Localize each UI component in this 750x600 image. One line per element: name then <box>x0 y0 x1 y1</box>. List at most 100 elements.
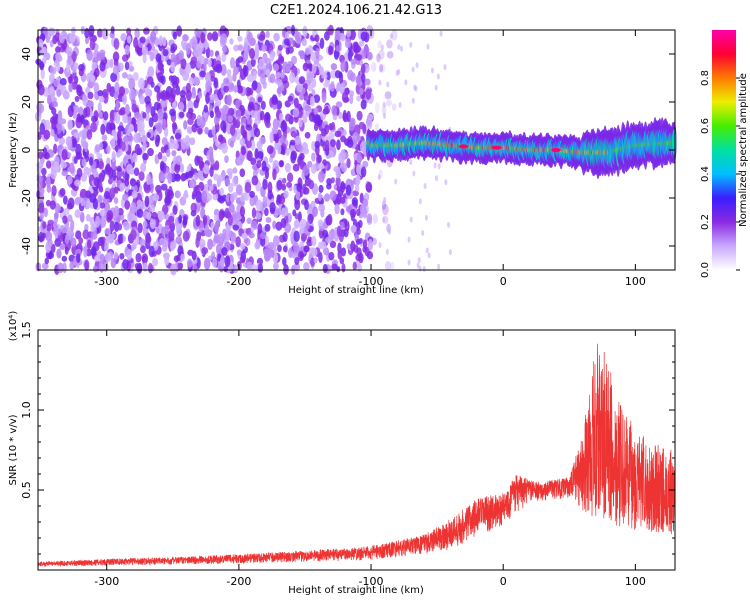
noise-blob <box>209 166 214 178</box>
noise-blob <box>292 209 297 217</box>
noise-blob <box>339 196 346 204</box>
noise-blob <box>223 77 229 85</box>
noise-blob <box>226 69 232 76</box>
noise-blob <box>163 127 169 138</box>
noise-blob <box>304 199 309 211</box>
noise-blob <box>174 142 179 150</box>
noise-blob <box>352 190 359 197</box>
noise-blob <box>193 76 200 86</box>
noise-blob <box>211 126 216 136</box>
noise-blob <box>138 120 145 132</box>
noise-blob <box>112 65 120 75</box>
noise-blob <box>203 257 211 270</box>
noise-blob <box>158 35 163 47</box>
noise-blob <box>139 238 146 247</box>
noise-blob <box>260 100 266 110</box>
noise-blob <box>211 31 219 42</box>
snr-y-multiplier: (x10⁴) <box>8 311 19 342</box>
noise-blob <box>358 121 366 130</box>
noise-blob <box>46 223 52 232</box>
noise-blob <box>317 219 324 227</box>
noise-blob <box>444 179 448 186</box>
noise-blob <box>337 111 343 120</box>
noise-blob <box>352 261 357 271</box>
noise-blob <box>269 73 276 84</box>
noise-blob <box>334 130 342 138</box>
noise-blob <box>149 204 156 213</box>
noise-blob <box>220 120 227 132</box>
noise-blob <box>224 177 231 186</box>
noise-blob <box>86 129 93 140</box>
noise-blob <box>253 127 261 138</box>
noise-blob <box>231 232 236 243</box>
noise-blob <box>174 76 180 86</box>
noise-blob <box>115 99 120 112</box>
noise-blob <box>51 185 57 197</box>
noise-blob <box>275 72 282 79</box>
noise-blob <box>82 140 89 150</box>
spectrogram-x-label: Height of straight line (km) <box>288 285 424 296</box>
noise-blob <box>111 151 116 163</box>
noise-blob <box>70 50 77 63</box>
noise-blob <box>345 184 352 196</box>
noise-blob <box>209 110 215 119</box>
x-tick-label: -300 <box>94 275 119 288</box>
noise-blob <box>318 184 324 193</box>
noise-blob <box>290 130 297 138</box>
noise-blob <box>201 190 208 203</box>
noise-blob <box>417 256 421 263</box>
noise-blob <box>180 58 187 70</box>
noise-blob <box>378 242 382 249</box>
noise-blob <box>255 199 263 211</box>
noise-blob <box>142 111 147 119</box>
noise-blob <box>215 110 222 119</box>
noise-blob <box>89 216 96 226</box>
spectrogram-marks <box>34 24 677 276</box>
noise-blob <box>277 56 285 65</box>
noise-blob <box>83 107 88 119</box>
noise-blob <box>224 255 231 268</box>
noise-blob <box>267 242 275 249</box>
noise-blob <box>319 37 325 49</box>
noise-blob <box>96 52 102 62</box>
noise-blob <box>313 94 321 103</box>
noise-blob <box>130 229 137 241</box>
noise-blob <box>156 90 161 102</box>
noise-blob <box>122 113 129 124</box>
noise-blob <box>200 32 206 44</box>
noise-blob <box>193 172 199 181</box>
noise-blob <box>298 117 303 128</box>
noise-blob <box>109 58 114 69</box>
noise-blob <box>104 228 111 235</box>
noise-blob <box>128 123 134 133</box>
noise-blob <box>127 134 134 143</box>
noise-blob <box>314 140 321 149</box>
noise-blob <box>322 263 328 274</box>
noise-blob <box>237 44 244 51</box>
noise-blob <box>398 102 402 109</box>
noise-blob <box>170 263 177 276</box>
noise-blob <box>277 44 283 51</box>
noise-blob <box>218 233 224 242</box>
noise-blob <box>191 36 198 48</box>
noise-blob <box>222 114 227 121</box>
snr-panel: -300 -200 -100 0 100 0.5 1.0 1.5 Height of str… <box>8 311 676 596</box>
noise-blob <box>325 236 332 244</box>
noise-blob <box>149 217 156 230</box>
noise-blob <box>64 246 69 255</box>
noise-blob <box>76 253 81 264</box>
noise-blob <box>336 225 342 237</box>
noise-blob <box>75 151 83 160</box>
noise-blob <box>212 258 218 268</box>
noise-blob <box>148 68 155 75</box>
noise-blob <box>272 220 277 230</box>
noise-blob <box>121 141 126 152</box>
noise-blob <box>323 193 331 202</box>
noise-blob <box>311 152 316 162</box>
noise-blob <box>87 239 92 249</box>
noise-blob <box>285 65 291 73</box>
noise-blob <box>287 95 294 102</box>
noise-blob <box>364 246 370 257</box>
noise-blob <box>113 91 119 100</box>
noise-blob <box>61 148 68 161</box>
